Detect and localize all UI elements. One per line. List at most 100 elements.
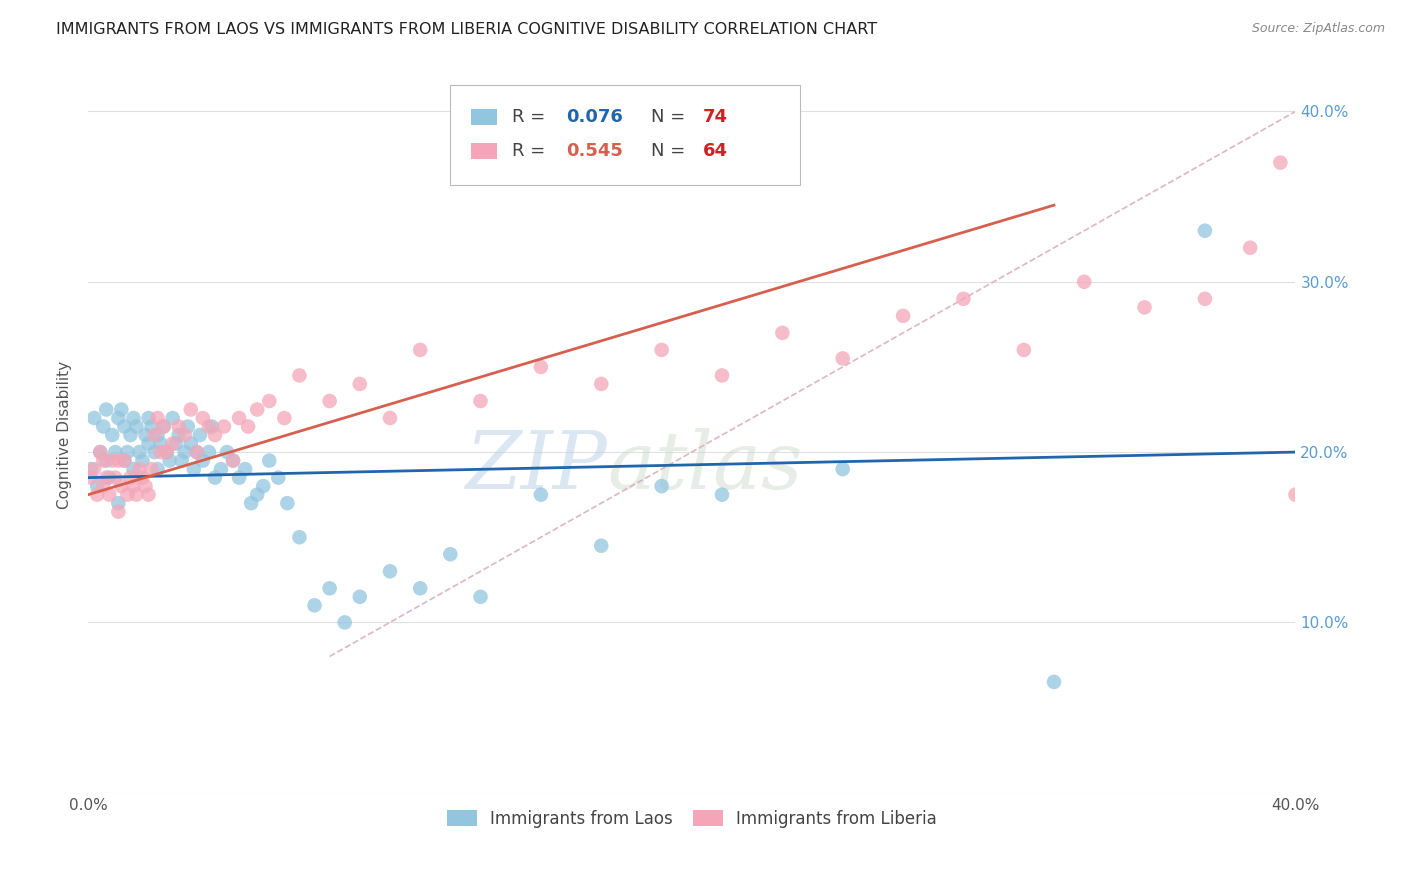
Point bbox=[112, 453, 135, 467]
Point bbox=[131, 470, 153, 484]
Point bbox=[120, 428, 142, 442]
Point bbox=[1194, 224, 1216, 238]
Point bbox=[180, 436, 202, 450]
Point bbox=[146, 462, 169, 476]
Point bbox=[222, 453, 245, 467]
FancyBboxPatch shape bbox=[471, 109, 498, 125]
Point bbox=[191, 411, 214, 425]
Point bbox=[1194, 292, 1216, 306]
Point bbox=[470, 590, 492, 604]
Point bbox=[188, 428, 211, 442]
Point bbox=[1012, 343, 1035, 357]
Point bbox=[101, 453, 124, 467]
Point bbox=[86, 488, 108, 502]
Point bbox=[170, 453, 193, 467]
Point bbox=[141, 419, 163, 434]
Legend: Immigrants from Laos, Immigrants from Liberia: Immigrants from Laos, Immigrants from Li… bbox=[440, 803, 943, 834]
Point bbox=[89, 445, 111, 459]
Point bbox=[711, 368, 734, 383]
Point bbox=[162, 411, 184, 425]
Point bbox=[246, 402, 269, 417]
Point bbox=[215, 445, 238, 459]
Point bbox=[891, 309, 914, 323]
Point bbox=[288, 530, 311, 544]
Point bbox=[180, 402, 202, 417]
Text: N =: N = bbox=[651, 108, 690, 126]
Point bbox=[107, 505, 129, 519]
Point bbox=[530, 359, 553, 374]
Point bbox=[1239, 241, 1261, 255]
Point bbox=[257, 453, 280, 467]
Point bbox=[146, 411, 169, 425]
Point bbox=[198, 445, 221, 459]
Point bbox=[98, 488, 121, 502]
Point bbox=[651, 479, 673, 493]
Point bbox=[183, 462, 205, 476]
Point bbox=[122, 462, 145, 476]
Point bbox=[83, 411, 105, 425]
Point bbox=[125, 419, 148, 434]
Point bbox=[1073, 275, 1095, 289]
Point bbox=[288, 368, 311, 383]
Point bbox=[117, 445, 139, 459]
Point bbox=[222, 453, 245, 467]
Point bbox=[96, 402, 118, 417]
FancyBboxPatch shape bbox=[471, 144, 498, 159]
Point bbox=[173, 428, 195, 442]
Point bbox=[591, 376, 613, 391]
Point bbox=[134, 428, 156, 442]
Point bbox=[138, 436, 160, 450]
Point bbox=[162, 436, 184, 450]
Point bbox=[1270, 155, 1292, 169]
Point bbox=[110, 402, 132, 417]
Point bbox=[91, 453, 114, 467]
Point bbox=[349, 590, 371, 604]
Point bbox=[101, 428, 124, 442]
Point bbox=[246, 488, 269, 502]
Point bbox=[240, 496, 263, 510]
Point bbox=[378, 411, 401, 425]
Point bbox=[122, 411, 145, 425]
Point bbox=[273, 411, 295, 425]
Point bbox=[165, 436, 187, 450]
Point bbox=[143, 428, 166, 442]
Point bbox=[167, 419, 190, 434]
Point bbox=[318, 394, 340, 409]
Point bbox=[107, 496, 129, 510]
FancyBboxPatch shape bbox=[450, 85, 800, 185]
Point bbox=[191, 453, 214, 467]
Point bbox=[112, 453, 135, 467]
Text: 0.545: 0.545 bbox=[567, 142, 623, 160]
Text: N =: N = bbox=[651, 142, 690, 160]
Point bbox=[86, 479, 108, 493]
Point bbox=[204, 470, 226, 484]
Point bbox=[470, 394, 492, 409]
Point bbox=[711, 488, 734, 502]
Text: IMMIGRANTS FROM LAOS VS IMMIGRANTS FROM LIBERIA COGNITIVE DISABILITY CORRELATION: IMMIGRANTS FROM LAOS VS IMMIGRANTS FROM … bbox=[56, 22, 877, 37]
Point bbox=[152, 419, 174, 434]
Point bbox=[1133, 301, 1156, 315]
Point bbox=[304, 599, 326, 613]
Point bbox=[96, 453, 118, 467]
Point bbox=[530, 488, 553, 502]
Point bbox=[1284, 488, 1306, 502]
Point bbox=[112, 419, 135, 434]
Text: 0.076: 0.076 bbox=[567, 108, 623, 126]
Text: 64: 64 bbox=[703, 142, 728, 160]
Point bbox=[89, 445, 111, 459]
Point bbox=[1043, 675, 1066, 690]
Text: ZIP: ZIP bbox=[465, 428, 607, 506]
Text: 74: 74 bbox=[703, 108, 728, 126]
Point bbox=[349, 376, 371, 391]
Point bbox=[91, 479, 114, 493]
Point bbox=[267, 470, 290, 484]
Point bbox=[117, 488, 139, 502]
Point bbox=[80, 470, 103, 484]
Text: R =: R = bbox=[512, 108, 551, 126]
Point bbox=[228, 411, 250, 425]
Point bbox=[96, 470, 118, 484]
Point bbox=[409, 343, 432, 357]
Point bbox=[333, 615, 356, 630]
Point bbox=[156, 445, 179, 459]
Point bbox=[128, 445, 150, 459]
